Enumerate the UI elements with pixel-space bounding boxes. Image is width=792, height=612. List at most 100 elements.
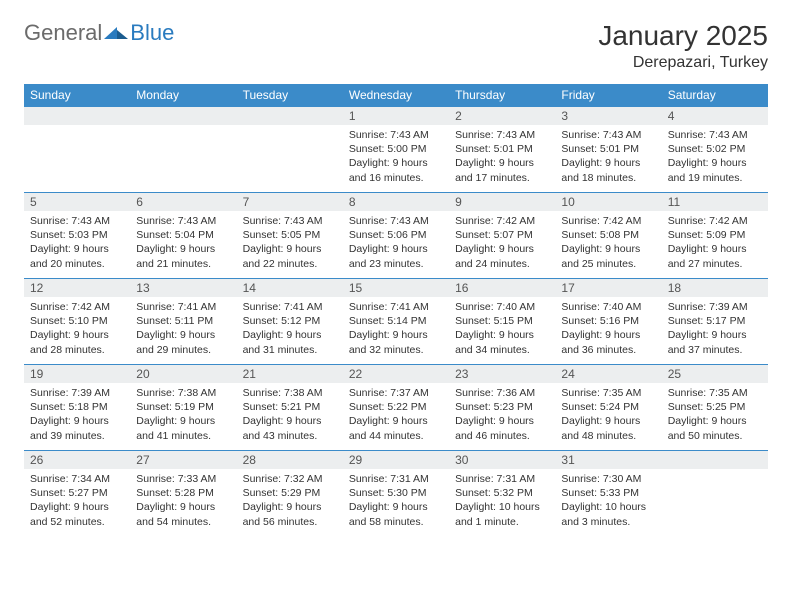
day-info: Sunrise: 7:40 AMSunset: 5:16 PMDaylight:… [555, 297, 661, 361]
day-info: Sunrise: 7:39 AMSunset: 5:17 PMDaylight:… [662, 297, 768, 361]
day-number: 20 [130, 365, 236, 383]
day-info: Sunrise: 7:34 AMSunset: 5:27 PMDaylight:… [24, 469, 130, 533]
logo-text-blue: Blue [130, 20, 174, 46]
calendar-cell: 25Sunrise: 7:35 AMSunset: 5:25 PMDayligh… [662, 365, 768, 451]
day-number: 23 [449, 365, 555, 383]
weekday-header: Sunday [24, 84, 130, 107]
day-number: 26 [24, 451, 130, 469]
day-number: 31 [555, 451, 661, 469]
calendar-cell: 22Sunrise: 7:37 AMSunset: 5:22 PMDayligh… [343, 365, 449, 451]
day-number: 1 [343, 107, 449, 125]
calendar-cell: 21Sunrise: 7:38 AMSunset: 5:21 PMDayligh… [237, 365, 343, 451]
calendar-cell: 14Sunrise: 7:41 AMSunset: 5:12 PMDayligh… [237, 279, 343, 365]
calendar-week-row: 1Sunrise: 7:43 AMSunset: 5:00 PMDaylight… [24, 107, 768, 193]
day-info: Sunrise: 7:43 AMSunset: 5:01 PMDaylight:… [449, 125, 555, 189]
day-info: Sunrise: 7:42 AMSunset: 5:08 PMDaylight:… [555, 211, 661, 275]
day-info: Sunrise: 7:37 AMSunset: 5:22 PMDaylight:… [343, 383, 449, 447]
calendar-cell: 19Sunrise: 7:39 AMSunset: 5:18 PMDayligh… [24, 365, 130, 451]
calendar-cell: 4Sunrise: 7:43 AMSunset: 5:02 PMDaylight… [662, 107, 768, 193]
calendar-cell: 11Sunrise: 7:42 AMSunset: 5:09 PMDayligh… [662, 193, 768, 279]
day-number: 22 [343, 365, 449, 383]
day-number: 25 [662, 365, 768, 383]
calendar-cell: 8Sunrise: 7:43 AMSunset: 5:06 PMDaylight… [343, 193, 449, 279]
day-info: Sunrise: 7:43 AMSunset: 5:06 PMDaylight:… [343, 211, 449, 275]
day-number: 12 [24, 279, 130, 297]
calendar-cell: 12Sunrise: 7:42 AMSunset: 5:10 PMDayligh… [24, 279, 130, 365]
calendar-week-row: 12Sunrise: 7:42 AMSunset: 5:10 PMDayligh… [24, 279, 768, 365]
day-info: Sunrise: 7:42 AMSunset: 5:07 PMDaylight:… [449, 211, 555, 275]
day-number: 29 [343, 451, 449, 469]
calendar-cell: 3Sunrise: 7:43 AMSunset: 5:01 PMDaylight… [555, 107, 661, 193]
weekday-header: Wednesday [343, 84, 449, 107]
calendar-cell: 26Sunrise: 7:34 AMSunset: 5:27 PMDayligh… [24, 451, 130, 537]
day-number: 13 [130, 279, 236, 297]
calendar-cell: 28Sunrise: 7:32 AMSunset: 5:29 PMDayligh… [237, 451, 343, 537]
day-info: Sunrise: 7:43 AMSunset: 5:00 PMDaylight:… [343, 125, 449, 189]
day-number: 14 [237, 279, 343, 297]
day-info: Sunrise: 7:40 AMSunset: 5:15 PMDaylight:… [449, 297, 555, 361]
day-number: 3 [555, 107, 661, 125]
day-number: 18 [662, 279, 768, 297]
day-info: Sunrise: 7:42 AMSunset: 5:10 PMDaylight:… [24, 297, 130, 361]
page-title: January 2025 [598, 20, 768, 52]
calendar-week-row: 26Sunrise: 7:34 AMSunset: 5:27 PMDayligh… [24, 451, 768, 537]
day-info: Sunrise: 7:38 AMSunset: 5:19 PMDaylight:… [130, 383, 236, 447]
day-info: Sunrise: 7:30 AMSunset: 5:33 PMDaylight:… [555, 469, 661, 533]
day-info: Sunrise: 7:43 AMSunset: 5:02 PMDaylight:… [662, 125, 768, 189]
calendar-cell: 29Sunrise: 7:31 AMSunset: 5:30 PMDayligh… [343, 451, 449, 537]
day-number: 6 [130, 193, 236, 211]
weekday-header: Monday [130, 84, 236, 107]
calendar-cell: 9Sunrise: 7:42 AMSunset: 5:07 PMDaylight… [449, 193, 555, 279]
calendar-cell [130, 107, 236, 193]
day-info: Sunrise: 7:33 AMSunset: 5:28 PMDaylight:… [130, 469, 236, 533]
day-number: 15 [343, 279, 449, 297]
day-info: Sunrise: 7:31 AMSunset: 5:32 PMDaylight:… [449, 469, 555, 533]
day-number: 2 [449, 107, 555, 125]
weekday-header: Thursday [449, 84, 555, 107]
calendar-cell: 27Sunrise: 7:33 AMSunset: 5:28 PMDayligh… [130, 451, 236, 537]
calendar-cell [662, 451, 768, 537]
calendar-week-row: 19Sunrise: 7:39 AMSunset: 5:18 PMDayligh… [24, 365, 768, 451]
day-info: Sunrise: 7:43 AMSunset: 5:01 PMDaylight:… [555, 125, 661, 189]
day-number: 5 [24, 193, 130, 211]
day-number: 30 [449, 451, 555, 469]
day-number: 16 [449, 279, 555, 297]
day-number: 11 [662, 193, 768, 211]
calendar-cell [24, 107, 130, 193]
calendar-cell: 16Sunrise: 7:40 AMSunset: 5:15 PMDayligh… [449, 279, 555, 365]
day-info: Sunrise: 7:32 AMSunset: 5:29 PMDaylight:… [237, 469, 343, 533]
calendar-cell: 24Sunrise: 7:35 AMSunset: 5:24 PMDayligh… [555, 365, 661, 451]
calendar-week-row: 5Sunrise: 7:43 AMSunset: 5:03 PMDaylight… [24, 193, 768, 279]
calendar-cell: 31Sunrise: 7:30 AMSunset: 5:33 PMDayligh… [555, 451, 661, 537]
calendar-table: Sunday Monday Tuesday Wednesday Thursday… [24, 84, 768, 537]
location: Derepazari, Turkey [598, 54, 768, 72]
header: General Blue January 2025 Derepazari, Tu… [24, 20, 768, 72]
weekday-header: Friday [555, 84, 661, 107]
calendar-cell: 10Sunrise: 7:42 AMSunset: 5:08 PMDayligh… [555, 193, 661, 279]
calendar-cell: 30Sunrise: 7:31 AMSunset: 5:32 PMDayligh… [449, 451, 555, 537]
calendar-cell: 23Sunrise: 7:36 AMSunset: 5:23 PMDayligh… [449, 365, 555, 451]
day-number: 19 [24, 365, 130, 383]
title-block: January 2025 Derepazari, Turkey [598, 20, 768, 72]
day-info: Sunrise: 7:39 AMSunset: 5:18 PMDaylight:… [24, 383, 130, 447]
logo-text-general: General [24, 20, 102, 46]
day-number: 9 [449, 193, 555, 211]
day-info: Sunrise: 7:41 AMSunset: 5:12 PMDaylight:… [237, 297, 343, 361]
day-number: 17 [555, 279, 661, 297]
day-info: Sunrise: 7:35 AMSunset: 5:24 PMDaylight:… [555, 383, 661, 447]
calendar-cell: 2Sunrise: 7:43 AMSunset: 5:01 PMDaylight… [449, 107, 555, 193]
calendar-cell: 17Sunrise: 7:40 AMSunset: 5:16 PMDayligh… [555, 279, 661, 365]
day-info: Sunrise: 7:38 AMSunset: 5:21 PMDaylight:… [237, 383, 343, 447]
day-number: 8 [343, 193, 449, 211]
day-info: Sunrise: 7:43 AMSunset: 5:04 PMDaylight:… [130, 211, 236, 275]
calendar-cell: 18Sunrise: 7:39 AMSunset: 5:17 PMDayligh… [662, 279, 768, 365]
calendar-cell: 20Sunrise: 7:38 AMSunset: 5:19 PMDayligh… [130, 365, 236, 451]
calendar-cell: 7Sunrise: 7:43 AMSunset: 5:05 PMDaylight… [237, 193, 343, 279]
day-number: 4 [662, 107, 768, 125]
day-info: Sunrise: 7:35 AMSunset: 5:25 PMDaylight:… [662, 383, 768, 447]
day-info: Sunrise: 7:36 AMSunset: 5:23 PMDaylight:… [449, 383, 555, 447]
weekday-header: Tuesday [237, 84, 343, 107]
logo-triangle-icon [104, 24, 128, 42]
calendar-cell [237, 107, 343, 193]
day-number: 21 [237, 365, 343, 383]
